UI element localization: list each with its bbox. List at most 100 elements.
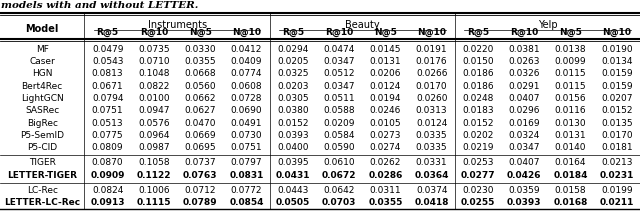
Text: LETTER-TIGER: LETTER-TIGER — [7, 171, 77, 180]
Text: 0.0347: 0.0347 — [323, 82, 355, 91]
Text: 0.0797: 0.0797 — [230, 158, 262, 167]
Text: 0.0347: 0.0347 — [323, 57, 355, 66]
Text: 0.0627: 0.0627 — [184, 106, 216, 115]
Text: 0.0355: 0.0355 — [368, 198, 403, 207]
Text: 0.0695: 0.0695 — [184, 143, 216, 152]
Text: 0.0116: 0.0116 — [555, 106, 586, 115]
Text: 0.0326: 0.0326 — [509, 69, 540, 78]
Text: 0.0909: 0.0909 — [90, 171, 125, 180]
Text: HGN: HGN — [32, 69, 52, 78]
Text: 0.0331: 0.0331 — [416, 158, 447, 167]
Text: 0.0728: 0.0728 — [231, 94, 262, 103]
Text: 0.0831: 0.0831 — [229, 171, 264, 180]
Text: 0.0355: 0.0355 — [184, 57, 216, 66]
Text: 0.0576: 0.0576 — [138, 118, 170, 128]
Text: R@10: R@10 — [140, 27, 168, 37]
Text: 0.0156: 0.0156 — [555, 94, 586, 103]
Text: 0.0205: 0.0205 — [277, 57, 308, 66]
Text: 0.0253: 0.0253 — [462, 158, 493, 167]
Text: 0.0186: 0.0186 — [462, 82, 494, 91]
Text: 0.0737: 0.0737 — [184, 158, 216, 167]
Text: 0.0418: 0.0418 — [415, 198, 449, 207]
Text: 0.0407: 0.0407 — [509, 94, 540, 103]
Text: 0.1048: 0.1048 — [138, 69, 170, 78]
Text: 0.0964: 0.0964 — [138, 131, 170, 140]
Text: 0.0870: 0.0870 — [92, 158, 124, 167]
Text: 0.0474: 0.0474 — [323, 45, 355, 54]
Text: 0.0588: 0.0588 — [323, 106, 355, 115]
Text: R@10: R@10 — [325, 27, 353, 37]
Text: 0.0610: 0.0610 — [323, 158, 355, 167]
Text: TIGER: TIGER — [29, 158, 56, 167]
Text: 0.0735: 0.0735 — [138, 45, 170, 54]
Text: 0.0206: 0.0206 — [370, 69, 401, 78]
Text: 0.0124: 0.0124 — [416, 118, 447, 128]
Text: 0.0642: 0.0642 — [323, 186, 355, 195]
Text: 0.0710: 0.0710 — [138, 57, 170, 66]
Text: 0.0470: 0.0470 — [184, 118, 216, 128]
Text: 0.0479: 0.0479 — [92, 45, 124, 54]
Text: 0.0134: 0.0134 — [601, 57, 632, 66]
Text: 0.0181: 0.0181 — [601, 143, 633, 152]
Text: 0.0191: 0.0191 — [416, 45, 447, 54]
Text: 0.0168: 0.0168 — [554, 198, 588, 207]
Text: 0.1006: 0.1006 — [138, 186, 170, 195]
Text: N@5: N@5 — [189, 27, 212, 37]
Text: 0.0296: 0.0296 — [509, 106, 540, 115]
Text: 0.0194: 0.0194 — [370, 94, 401, 103]
Text: N@10: N@10 — [602, 27, 631, 37]
Text: P5-CID: P5-CID — [27, 143, 58, 152]
Text: 0.0380: 0.0380 — [277, 106, 308, 115]
Text: 0.0854: 0.0854 — [229, 198, 264, 207]
Text: N@5: N@5 — [374, 27, 397, 37]
Text: 0.0560: 0.0560 — [184, 82, 216, 91]
Text: R@5: R@5 — [467, 27, 489, 37]
Text: 0.0184: 0.0184 — [554, 171, 588, 180]
Text: 0.0145: 0.0145 — [370, 45, 401, 54]
Text: 0.0712: 0.0712 — [184, 186, 216, 195]
Text: 0.0730: 0.0730 — [230, 131, 262, 140]
Text: 0.0443: 0.0443 — [277, 186, 308, 195]
Text: R@5: R@5 — [97, 27, 118, 37]
Text: 0.0668: 0.0668 — [184, 69, 216, 78]
Text: 0.0669: 0.0669 — [184, 131, 216, 140]
Text: 0.0374: 0.0374 — [416, 186, 447, 195]
Text: Model: Model — [26, 23, 59, 33]
Text: BigRec: BigRec — [27, 118, 58, 128]
Text: 0.0809: 0.0809 — [92, 143, 124, 152]
Text: R@10: R@10 — [510, 27, 538, 37]
Text: 0.0164: 0.0164 — [555, 158, 586, 167]
Text: 0.0248: 0.0248 — [462, 94, 493, 103]
Text: 0.0364: 0.0364 — [415, 171, 449, 180]
Text: 0.0311: 0.0311 — [369, 186, 401, 195]
Text: 0.0140: 0.0140 — [555, 143, 586, 152]
Text: 0.0274: 0.0274 — [370, 143, 401, 152]
Text: 0.0262: 0.0262 — [370, 158, 401, 167]
Text: 0.0662: 0.0662 — [184, 94, 216, 103]
Text: 0.1122: 0.1122 — [137, 171, 171, 180]
Text: 0.0794: 0.0794 — [92, 94, 124, 103]
Text: R@5: R@5 — [282, 27, 304, 37]
Text: P5-SemID: P5-SemID — [20, 131, 64, 140]
Text: 0.0202: 0.0202 — [462, 131, 493, 140]
Text: 0.0273: 0.0273 — [370, 131, 401, 140]
Text: 0.0277: 0.0277 — [461, 171, 495, 180]
Text: 0.0131: 0.0131 — [555, 131, 586, 140]
Text: 0.0115: 0.0115 — [555, 69, 586, 78]
Text: 0.0115: 0.0115 — [555, 82, 586, 91]
Text: N@10: N@10 — [232, 27, 261, 37]
Text: 0.0183: 0.0183 — [462, 106, 494, 115]
Text: 0.0131: 0.0131 — [369, 57, 401, 66]
Text: 0.0138: 0.0138 — [555, 45, 586, 54]
Text: Beauty: Beauty — [345, 20, 380, 30]
Text: 0.0130: 0.0130 — [555, 118, 586, 128]
Text: Caser: Caser — [29, 57, 55, 66]
Text: 0.0220: 0.0220 — [462, 45, 493, 54]
Text: 0.0505: 0.0505 — [276, 198, 310, 207]
Text: 0.0159: 0.0159 — [601, 82, 633, 91]
Text: 0.0152: 0.0152 — [277, 118, 308, 128]
Text: 0.0209: 0.0209 — [323, 118, 355, 128]
Text: 0.0393: 0.0393 — [277, 131, 308, 140]
Text: 0.0325: 0.0325 — [277, 69, 308, 78]
Text: 0.0511: 0.0511 — [323, 94, 355, 103]
